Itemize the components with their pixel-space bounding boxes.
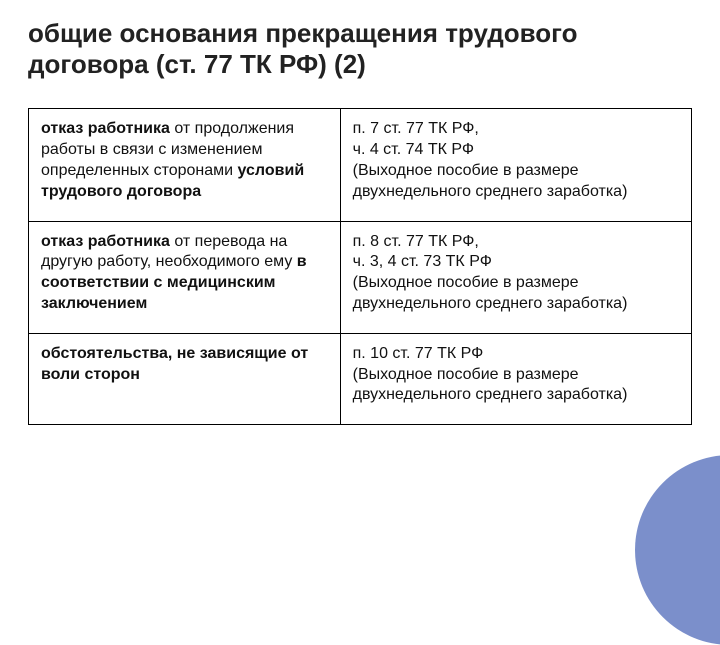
cell-left-1: отказ работника от перевода на другую ра… [29, 221, 341, 333]
cell-right-2: п. 10 ст. 77 ТК РФ(Выходное пособие в ра… [340, 333, 691, 424]
table-row: обстоятельства, не зависящие от воли сто… [29, 333, 692, 424]
cell-left-2: обстоятельства, не зависящие от воли сто… [29, 333, 341, 424]
slide: общие основания прекращения трудового до… [0, 0, 720, 540]
decorative-circle [635, 455, 720, 645]
cell-left-0: отказ работника от продолжения работы в … [29, 109, 341, 221]
content-table: отказ работника от продолжения работы в … [28, 108, 692, 425]
slide-title: общие основания прекращения трудового до… [28, 18, 692, 80]
table-row: отказ работника от перевода на другую ра… [29, 221, 692, 333]
cell-right-0: п. 7 ст. 77 ТК РФ,ч. 4 ст. 74 ТК РФ(Выхо… [340, 109, 691, 221]
table-row: отказ работника от продолжения работы в … [29, 109, 692, 221]
cell-right-1: п. 8 ст. 77 ТК РФ,ч. 3, 4 ст. 73 ТК РФ(В… [340, 221, 691, 333]
